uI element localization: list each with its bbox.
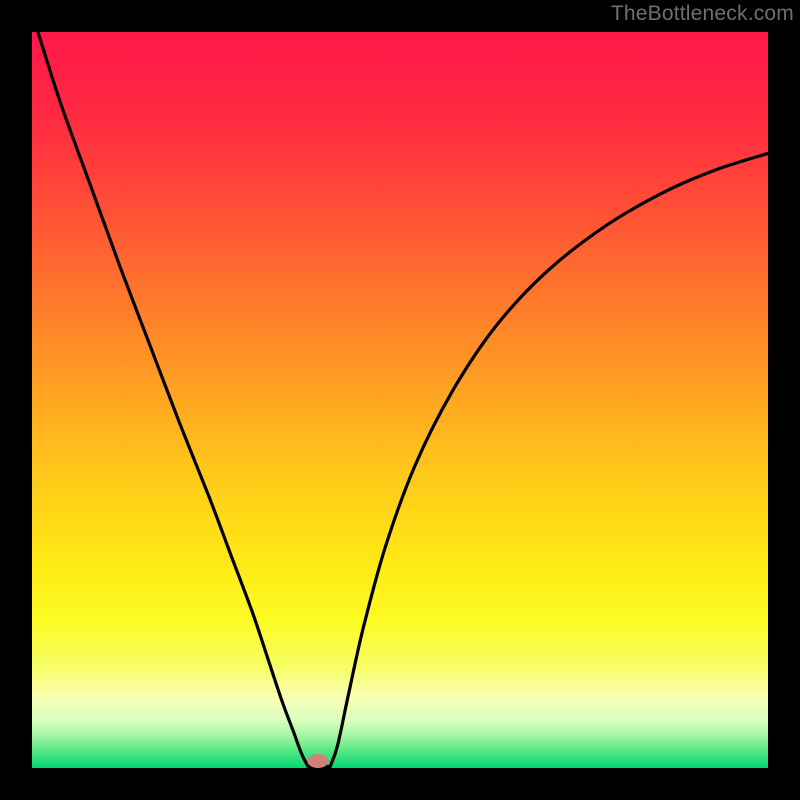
bottleneck-curve <box>32 32 768 768</box>
figure-container: TheBottleneck.com <box>0 0 800 800</box>
watermark-text: TheBottleneck.com <box>611 2 794 26</box>
plot-area <box>32 32 768 768</box>
optimum-marker <box>307 754 328 768</box>
